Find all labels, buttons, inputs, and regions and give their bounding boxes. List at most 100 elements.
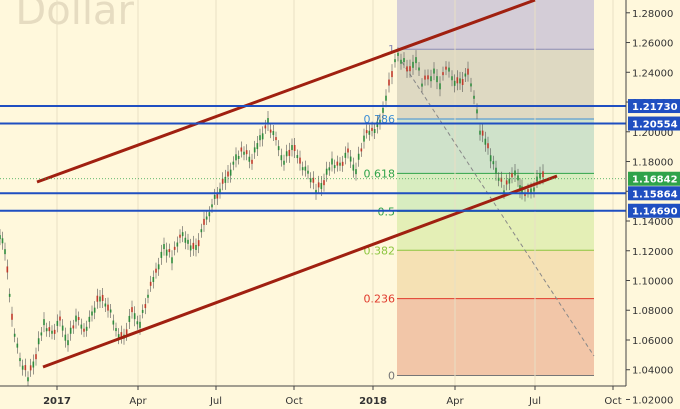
candle-body xyxy=(269,129,272,133)
candle-body xyxy=(208,212,211,217)
level-label-1: 1.20554 xyxy=(632,120,678,131)
candle-body xyxy=(272,131,275,136)
candle-body xyxy=(360,148,363,152)
candle-body xyxy=(397,52,399,56)
candle-body xyxy=(333,165,336,169)
candle-body xyxy=(147,294,149,298)
candle-body xyxy=(461,79,464,86)
candle-body xyxy=(331,158,333,165)
candle-body xyxy=(117,334,120,339)
candle-body xyxy=(197,240,200,247)
candle-body xyxy=(107,304,109,311)
candle-body xyxy=(24,365,27,371)
candle-body xyxy=(93,307,96,313)
candle-body xyxy=(99,296,101,302)
candle-body xyxy=(6,266,9,273)
fib-label-0: 0 xyxy=(388,370,395,383)
candle-body xyxy=(83,328,85,332)
candle-body xyxy=(173,246,176,250)
candle-body xyxy=(72,325,75,329)
candle-body xyxy=(43,319,45,326)
candle-body xyxy=(203,218,205,225)
level-label-2: 1.15864 xyxy=(632,189,678,200)
candle-body xyxy=(325,168,328,175)
y-tick-label-2: 1.24000 xyxy=(632,68,673,79)
candle-body xyxy=(69,327,72,334)
candle-body xyxy=(280,155,283,161)
candle-body xyxy=(13,333,16,337)
candle-body xyxy=(355,169,357,175)
candle-body xyxy=(296,155,299,159)
candle-body xyxy=(301,167,304,171)
candle-body xyxy=(489,155,492,162)
fib-zone-0.236 xyxy=(397,250,594,299)
candle-body xyxy=(373,129,376,134)
candle-body xyxy=(29,365,32,371)
candle-body xyxy=(291,145,293,151)
candle-body xyxy=(264,125,267,129)
candle-body xyxy=(470,83,472,87)
candle-body xyxy=(227,171,229,177)
candle-body xyxy=(412,61,414,68)
x-tick-label-6: Jul xyxy=(528,396,541,407)
fib-label-0.382: 0.382 xyxy=(364,244,396,257)
candle-body xyxy=(304,166,307,171)
candle-body xyxy=(139,321,141,328)
candle-body xyxy=(267,118,269,125)
candle-body xyxy=(101,294,104,301)
candle-body xyxy=(53,329,56,334)
candle-body xyxy=(64,334,67,341)
candle-body xyxy=(211,204,213,208)
candle-body xyxy=(256,143,259,150)
candle-body xyxy=(35,354,37,360)
candle-body xyxy=(192,242,195,249)
channel-lower-line xyxy=(42,174,558,369)
watermark-text: . Dollar xyxy=(0,0,134,34)
y-tick-label-7: 1.14000 xyxy=(632,217,673,228)
y-tick-label-8: 1.12000 xyxy=(632,247,673,258)
y-tick-label-4: 1.20000 xyxy=(632,128,673,139)
candle-body xyxy=(320,183,323,190)
candle-body xyxy=(365,130,368,134)
candle-body xyxy=(109,309,112,313)
channel-upper-line xyxy=(36,0,536,184)
candle-body xyxy=(382,107,384,113)
candle-body xyxy=(48,327,51,332)
candle-body xyxy=(96,295,99,302)
candle-body xyxy=(453,80,456,86)
candle-body xyxy=(11,313,13,320)
candle-body xyxy=(144,304,147,309)
x-tick-label-5: Apr xyxy=(446,396,464,407)
candle-body xyxy=(464,73,467,77)
candle-body xyxy=(179,234,181,238)
candle-body xyxy=(503,190,505,194)
candle-body xyxy=(195,244,197,250)
candle-body xyxy=(171,257,173,264)
candle-body xyxy=(4,249,6,255)
candle-body xyxy=(131,307,133,313)
candle-body xyxy=(436,76,438,83)
candle-body xyxy=(448,67,450,72)
candle-body xyxy=(152,277,155,283)
candle-body xyxy=(288,149,291,156)
x-tick-label-2: Jul xyxy=(209,396,222,407)
candle-body xyxy=(213,194,216,199)
candle-body xyxy=(508,178,511,184)
candle-body xyxy=(229,169,232,176)
candle-body xyxy=(149,281,152,286)
candle-body xyxy=(232,161,235,165)
candle-body xyxy=(442,72,444,76)
level-label-box-1 xyxy=(628,116,680,131)
candle-body xyxy=(307,170,309,174)
candle-body xyxy=(394,59,396,63)
candle-body xyxy=(505,180,508,185)
candle-body xyxy=(347,148,349,153)
candle-body xyxy=(165,249,168,256)
candle-body xyxy=(456,77,459,84)
current-price-label-box xyxy=(628,171,680,186)
candle-body xyxy=(328,167,331,171)
candle-body xyxy=(21,365,24,370)
candle-body xyxy=(45,328,48,332)
candle-body xyxy=(37,338,40,345)
fib-label-0.618: 0.618 xyxy=(364,167,396,180)
